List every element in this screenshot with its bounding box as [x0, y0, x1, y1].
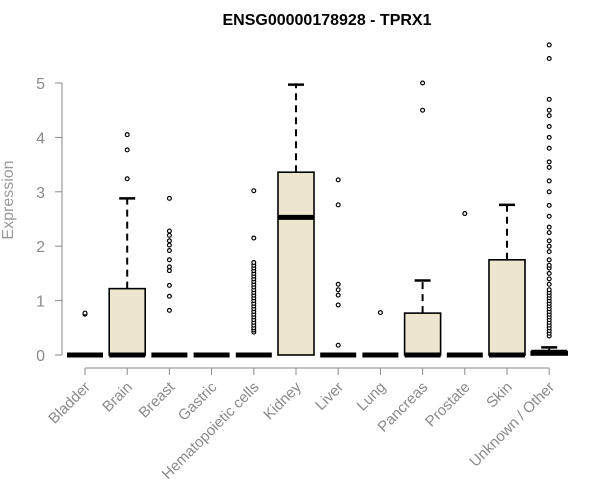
- y-axis-label: Expression: [0, 160, 17, 239]
- box-group-liver: [320, 177, 357, 358]
- outlier-point: [420, 107, 426, 113]
- y-tick-label: 0: [36, 348, 45, 365]
- outlier-point: [546, 281, 552, 287]
- outlier-point: [546, 287, 552, 293]
- outlier-point: [166, 195, 172, 201]
- chart-title: ENSG00000178928 - TPRX1: [222, 12, 431, 29]
- box-group-brain: [108, 132, 146, 358]
- box-group-pancreas: [403, 80, 442, 358]
- outlier-point: [124, 176, 130, 182]
- outlier-point: [124, 147, 130, 153]
- y-tick-label: 5: [36, 76, 45, 93]
- x-tick-label: Skin: [483, 379, 516, 412]
- outlier-point: [251, 260, 257, 266]
- box-group-hematopoietic-cells: [235, 188, 272, 358]
- x-tick-label: Kidney: [260, 378, 305, 423]
- outlier-point: [166, 248, 172, 254]
- box-group-lung: [362, 310, 399, 358]
- box: [277, 171, 315, 356]
- outlier-point: [462, 211, 468, 217]
- outlier-point: [546, 96, 552, 102]
- outlier-point: [166, 242, 172, 248]
- outlier-point: [335, 287, 341, 293]
- outlier-point: [546, 134, 552, 140]
- x-tick-label: Brain: [99, 379, 136, 416]
- outlier-point: [335, 281, 341, 287]
- box-group-kidney: [277, 83, 315, 356]
- x-tick-label: Bladder: [45, 379, 94, 428]
- outlier-point: [124, 132, 130, 138]
- box-group-prostate: [446, 211, 483, 358]
- outlier-point: [546, 113, 552, 119]
- outlier-point: [335, 177, 341, 183]
- y-axis: 0 1 2 3 4 5: [36, 76, 63, 365]
- outlier-point: [546, 159, 552, 165]
- box: [488, 258, 526, 356]
- outlier-point: [166, 257, 172, 263]
- outlier-point: [420, 80, 426, 86]
- outlier-point: [546, 213, 552, 219]
- outlier-point: [546, 262, 552, 268]
- outlier-point: [546, 230, 552, 236]
- outlier-point: [546, 224, 552, 230]
- outlier-point: [166, 307, 172, 313]
- outlier-point: [546, 107, 552, 113]
- outlier-point: [166, 232, 172, 238]
- outlier-point: [546, 270, 552, 276]
- outlier-point: [546, 178, 552, 184]
- y-tick-label: 4: [36, 130, 45, 147]
- box-group-unknown-other: [530, 42, 569, 356]
- outlier-point: [335, 202, 341, 208]
- outlier-point: [166, 293, 172, 299]
- boxes: [67, 42, 569, 358]
- box-group-breast: [151, 195, 188, 358]
- outlier-point: [546, 276, 552, 282]
- outlier-point: [335, 302, 341, 308]
- y-tick-label: 3: [36, 185, 45, 202]
- x-tick-label: Prostate: [422, 379, 474, 431]
- outlier-point: [546, 257, 552, 263]
- y-tick-label: 1: [36, 294, 45, 311]
- outlier-point: [546, 145, 552, 151]
- x-tick-label: Lung: [354, 379, 390, 415]
- outlier-point: [546, 249, 552, 255]
- box-group-skin: [488, 203, 526, 358]
- outlier-point: [251, 235, 257, 241]
- box: [108, 287, 146, 356]
- outlier-point: [546, 243, 552, 249]
- outlier-point: [251, 188, 257, 194]
- x-tick-label: Breast: [136, 378, 179, 421]
- outlier-point: [546, 238, 552, 244]
- outlier-point: [546, 42, 552, 48]
- outlier-point: [546, 202, 552, 208]
- outlier-point: [335, 342, 341, 348]
- outlier-point: [82, 310, 88, 316]
- box-group-bladder: [67, 310, 103, 358]
- outlier-point: [166, 238, 172, 244]
- outlier-point: [166, 264, 172, 270]
- outlier-point: [166, 282, 172, 288]
- y-tick-label: 2: [36, 239, 45, 256]
- box: [403, 312, 442, 356]
- outlier-point: [546, 56, 552, 62]
- x-tick-label: Liver: [312, 379, 347, 414]
- outlier-point: [335, 292, 341, 298]
- outlier-point: [166, 228, 172, 234]
- outlier-point: [377, 310, 383, 316]
- outlier-point: [546, 189, 552, 195]
- outlier-point: [546, 164, 552, 170]
- outlier-point: [546, 124, 552, 130]
